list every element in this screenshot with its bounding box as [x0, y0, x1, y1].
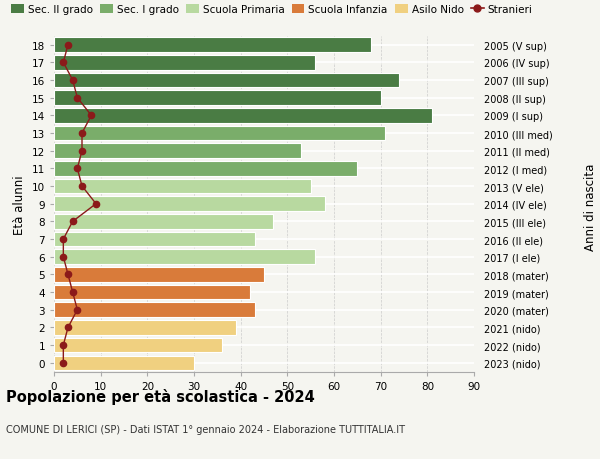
Bar [54, 303, 254, 317]
Bar [54, 162, 358, 176]
Bar [54, 320, 236, 335]
Bar [54, 73, 400, 88]
Bar [54, 285, 250, 300]
Bar [54, 91, 380, 106]
Bar [54, 215, 274, 229]
Bar [54, 38, 371, 53]
Bar [54, 109, 432, 123]
Text: COMUNE DI LERICI (SP) - Dati ISTAT 1° gennaio 2024 - Elaborazione TUTTITALIA.IT: COMUNE DI LERICI (SP) - Dati ISTAT 1° ge… [6, 425, 405, 435]
Bar [54, 250, 316, 264]
Bar [54, 179, 311, 194]
Bar [54, 338, 222, 353]
Text: Anni di nascita: Anni di nascita [584, 163, 597, 250]
Bar [54, 197, 325, 212]
Bar [54, 144, 301, 158]
Bar [54, 232, 254, 247]
Text: Popolazione per età scolastica - 2024: Popolazione per età scolastica - 2024 [6, 388, 315, 404]
Bar [54, 268, 264, 282]
Bar [54, 127, 385, 141]
Bar [54, 356, 194, 370]
Legend: Sec. II grado, Sec. I grado, Scuola Primaria, Scuola Infanzia, Asilo Nido, Stran: Sec. II grado, Sec. I grado, Scuola Prim… [11, 5, 533, 15]
Y-axis label: Età alunni: Età alunni [13, 174, 26, 234]
Bar [54, 56, 316, 70]
